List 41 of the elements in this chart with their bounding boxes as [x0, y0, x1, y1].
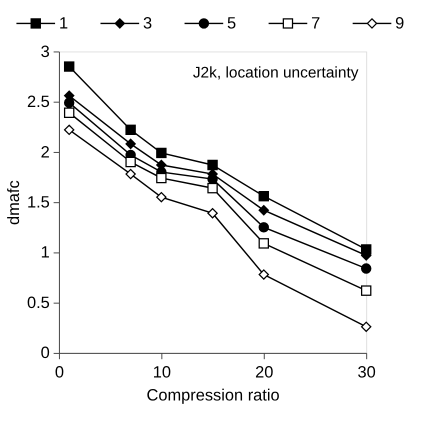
y-tick-label: 1.5 [26, 194, 50, 212]
x-tick-label: 30 [358, 364, 376, 382]
point [258, 269, 269, 280]
point [360, 285, 372, 296]
legend-label: 1 [58, 14, 68, 32]
x-tick-label: 20 [255, 364, 274, 382]
y-tick-label: 0 [40, 344, 50, 362]
y-axis-title: dmafc [5, 180, 24, 226]
y-tick-label: 2.5 [26, 93, 50, 112]
point [125, 156, 136, 168]
point [64, 124, 74, 136]
point [125, 168, 136, 180]
legend-label: 5 [227, 14, 236, 32]
point [156, 172, 167, 184]
point [360, 322, 372, 332]
x-tick-label: 0 [54, 364, 64, 382]
x-tick-label: 10 [152, 364, 171, 382]
point [258, 190, 269, 202]
annotation: J2k, location uncertainty [192, 64, 359, 82]
point [156, 148, 167, 158]
y-tick-label: 2 [40, 143, 50, 162]
legend-label: 3 [143, 14, 152, 32]
x-axis-title: Compression ratio [146, 386, 280, 405]
y-tick-label: 3 [40, 42, 50, 61]
point [258, 222, 269, 233]
point [125, 138, 136, 150]
legend-label: 9 [395, 14, 404, 32]
point [258, 205, 269, 216]
y-tick-label: 0.5 [26, 294, 50, 312]
y-tick-label: 1 [40, 244, 50, 262]
point [156, 192, 167, 202]
point [360, 263, 372, 274]
point [207, 160, 218, 170]
point [207, 182, 218, 194]
legend-label: 7 [311, 14, 320, 32]
point [207, 208, 218, 218]
point [125, 124, 136, 136]
point [64, 98, 74, 108]
point [64, 61, 74, 72]
point [258, 238, 269, 249]
point [64, 108, 74, 118]
